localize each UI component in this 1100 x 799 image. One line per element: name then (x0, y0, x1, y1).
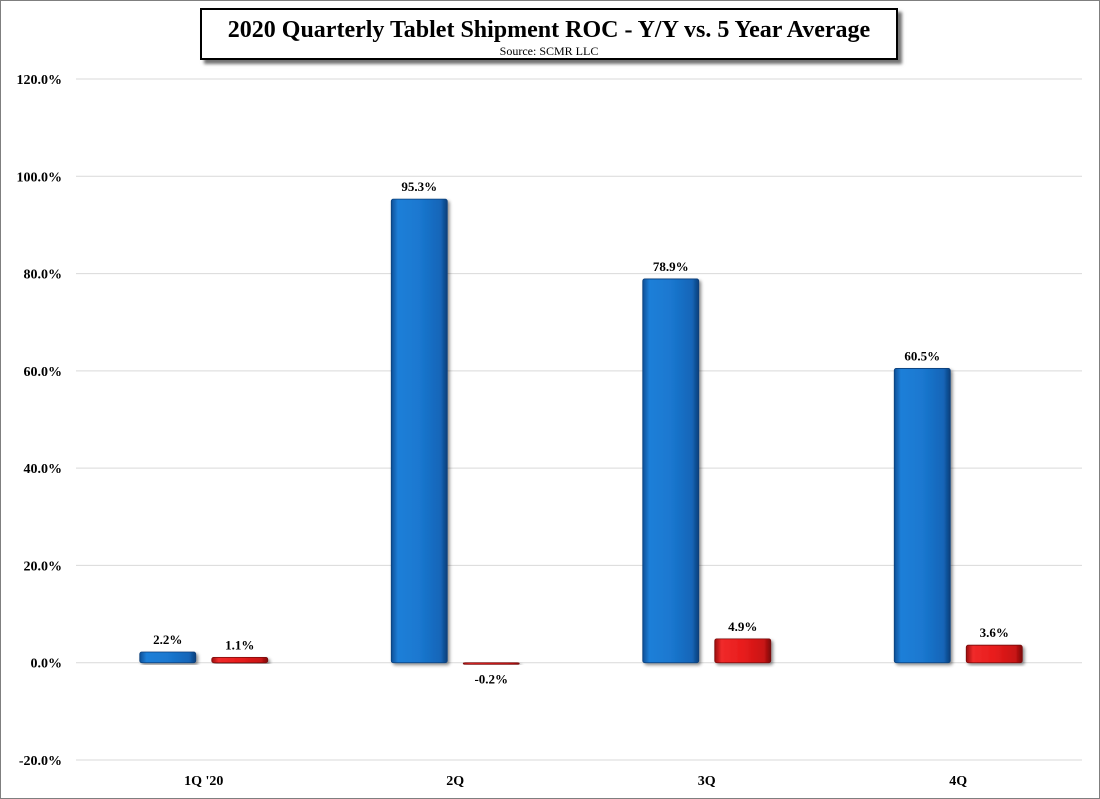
data-label: 3.6% (980, 625, 1009, 640)
x-tick-label: 1Q '20 (184, 774, 223, 789)
data-label: 78.9% (653, 259, 689, 274)
data-label: 95.3% (401, 179, 437, 194)
bar-5yr-avg-1 (462, 662, 520, 665)
x-tick-label: 3Q (698, 774, 716, 789)
x-tick-label: 2Q (446, 774, 464, 789)
data-label: 4.9% (728, 619, 757, 634)
bar-yy-2 (642, 278, 700, 664)
bar-5yr-avg-0 (211, 656, 269, 664)
y-tick-label: 60.0% (24, 365, 63, 380)
data-label: 2.2% (153, 632, 182, 647)
chart-subtitle: Source: SCMR LLC (499, 44, 599, 58)
y-tick-label: 100.0% (17, 170, 63, 185)
data-label: 1.1% (225, 637, 254, 652)
chart-title: 2020 Quarterly Tablet Shipment ROC - Y/Y… (227, 17, 871, 43)
data-label: 60.5% (904, 348, 940, 363)
chart-title-box: 2020 Quarterly Tablet Shipment ROC - Y/Y… (200, 8, 898, 60)
y-tick-label: 120.0% (17, 73, 63, 88)
y-tick-label: 20.0% (24, 559, 63, 574)
bar-yy-3 (893, 368, 951, 664)
bar-5yr-avg-2 (714, 638, 772, 664)
y-tick-label: 80.0% (24, 268, 63, 283)
bar-5yr-avg-3 (965, 644, 1023, 664)
data-label: -0.2% (474, 672, 508, 687)
y-tick-label: 40.0% (24, 462, 63, 477)
x-tick-label: 4Q (949, 774, 967, 789)
y-tick-label: 0.0% (31, 657, 63, 672)
y-tick-label: -20.0% (19, 754, 62, 769)
bar-yy-1 (390, 198, 448, 664)
bar-yy-0 (139, 651, 197, 664)
